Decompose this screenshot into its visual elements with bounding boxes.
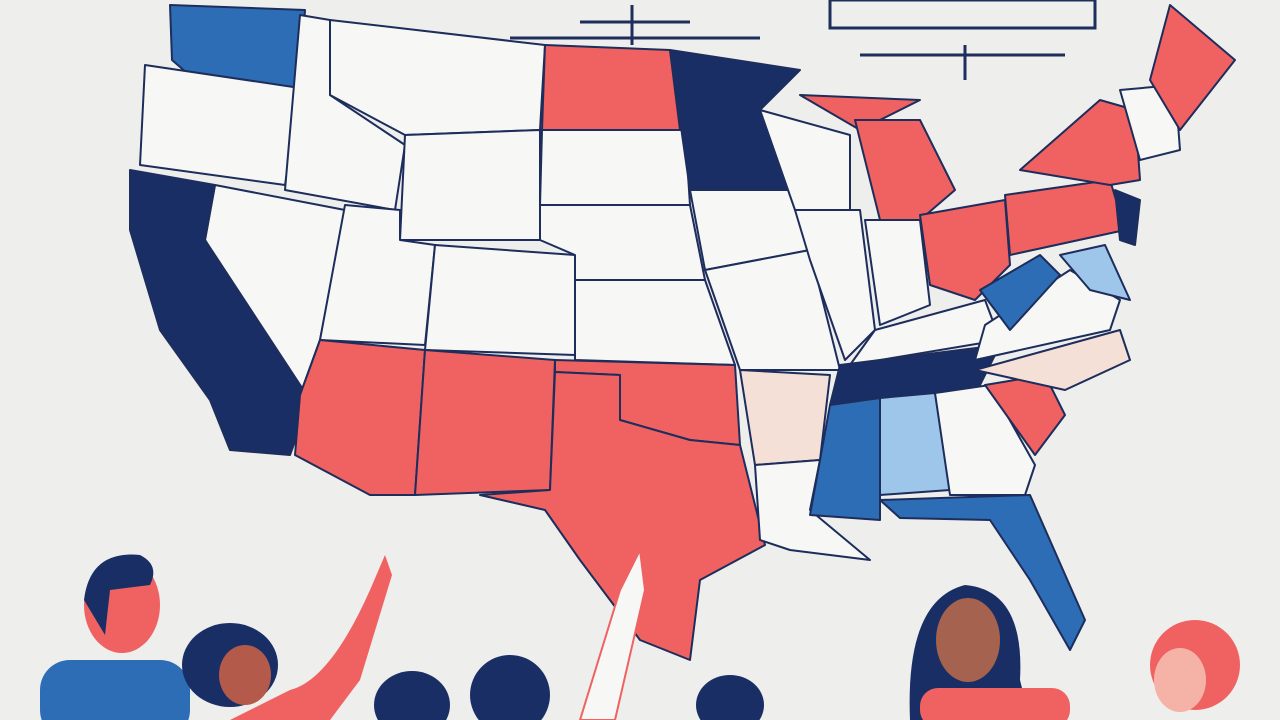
people [40,546,1240,720]
state [739,369,831,466]
person-head [936,598,1000,682]
capitol-icon [510,0,1097,80]
state [424,244,576,356]
person-body [920,688,1070,720]
state [864,219,931,326]
state [1149,4,1236,131]
person-body [40,660,190,720]
person-head [696,675,764,720]
state [979,254,1061,331]
state [541,44,681,131]
state [794,209,876,361]
state [809,397,881,521]
state [1059,244,1131,301]
state [129,169,311,456]
state [879,494,1086,651]
person-arm [578,546,647,720]
state [539,129,691,206]
state [414,349,556,496]
state [479,371,766,661]
person-head [470,655,550,720]
us-map [129,4,1236,661]
state [799,94,921,131]
state [399,129,541,241]
person-arm [230,555,392,720]
person-face [1154,648,1206,712]
state [854,119,956,221]
person-hair [84,554,154,635]
person-head [219,645,271,705]
state [1114,189,1141,246]
state [974,329,1131,391]
state [934,384,1036,496]
person-head [374,671,450,720]
